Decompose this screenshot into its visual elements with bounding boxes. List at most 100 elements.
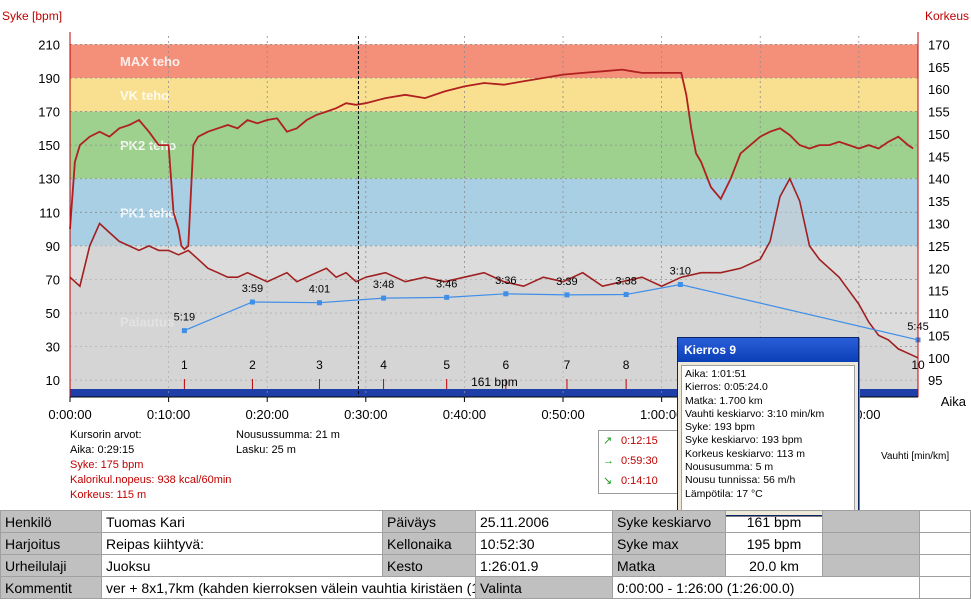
pace-point xyxy=(677,282,683,288)
avg-hr-label: 161 bpm xyxy=(471,375,518,389)
mini-time-3: 0:14:10 xyxy=(621,475,658,487)
info-label: Henkilö xyxy=(0,510,102,533)
pace-label: 3:38 xyxy=(615,276,636,288)
info-value: Tuomas Kari xyxy=(101,510,383,533)
pace-point xyxy=(503,291,509,297)
cursor-ascent: Nousussumma: 21 m xyxy=(236,429,340,441)
tooltip-title: Kierros 9 xyxy=(678,338,858,362)
lap-summary-mini-panel: ↗ 0:12:15 → 0:59:30 ↘ 0:14:10 xyxy=(598,430,682,494)
lap-marker-label: 5 xyxy=(443,358,450,372)
cursor-altitude: Korkeus: 115 m xyxy=(70,489,147,501)
right-tick-label: 145 xyxy=(928,149,950,164)
x-tick-label: 0:50:00 xyxy=(541,407,584,422)
pace-label: 3:48 xyxy=(373,279,394,291)
info-value: 20.0 km xyxy=(725,554,823,577)
zone-label: VK teho xyxy=(120,88,169,103)
lap-tooltip: Kierros 9 Aika: 1:01:51 Kierros: 0:05:24… xyxy=(677,337,859,516)
info-label: Kesto xyxy=(382,554,476,577)
right-tick-label: 160 xyxy=(928,82,950,97)
info-label: Matka xyxy=(612,554,726,577)
tooltip-line: Syke keskiarvo: 193 bpm xyxy=(685,434,803,447)
pace-legend: Vauhti [min/km] xyxy=(881,451,950,462)
tooltip-line: Syke: 193 bpm xyxy=(685,421,756,434)
info-label: Syke keskiarvo xyxy=(612,510,726,533)
pace-label: 4:01 xyxy=(309,284,330,296)
pace-point xyxy=(181,328,187,334)
x-tick-label: 0:10:00 xyxy=(147,407,190,422)
zone-label: PK2 teho xyxy=(120,138,176,153)
info-value: 25.11.2006 xyxy=(475,510,613,533)
cursor-time: Aika: 0:29:15 xyxy=(70,444,135,456)
left-tick-label: 50 xyxy=(46,306,60,321)
lap-marker-label: 4 xyxy=(380,358,387,372)
info-label: Kellonaika xyxy=(382,532,476,555)
bottom-bar xyxy=(70,389,918,397)
left-tick-label: 130 xyxy=(38,172,60,187)
table-row: Harjoitus Reipas kiihtyvä: Kellonaika 10… xyxy=(0,532,971,555)
x-tick-label: 0:30:00 xyxy=(344,407,387,422)
pace-point xyxy=(316,300,322,306)
pace-point xyxy=(249,299,255,305)
lap-marker-label: 2 xyxy=(249,358,256,372)
info-label: Kommentit xyxy=(0,576,102,599)
tooltip-line: Noususumma: 5 m xyxy=(685,461,774,474)
lap-marker-label: 7 xyxy=(564,358,571,372)
tooltip-line: Vauhti keskiarvo: 3:10 min/km xyxy=(685,407,825,420)
cursor-hr: Syke: 175 bpm xyxy=(70,459,144,471)
right-tick-label: 170 xyxy=(928,37,950,52)
pace-label: 3:36 xyxy=(495,275,516,287)
left-tick-label: 150 xyxy=(38,138,60,153)
x-tick-label: 0:00:00 xyxy=(48,407,91,422)
table-row: Kommentit ver + 8x1,7km (kahden kierroks… xyxy=(0,576,971,599)
left-tick-label: 210 xyxy=(38,37,60,52)
tooltip-line: Aika: 1:01:51 xyxy=(685,368,747,380)
cursor-calories: Kalorikul.nopeus: 938 kcal/60min xyxy=(70,474,232,486)
left-tick-label: 70 xyxy=(46,272,60,287)
right-tick-label: 105 xyxy=(928,328,950,343)
pace-label: 3:59 xyxy=(242,283,263,295)
zone-label: PK1 teho xyxy=(120,205,176,220)
info-label: Harjoitus xyxy=(0,532,102,555)
arrow-down-right-icon: ↘ xyxy=(603,475,613,487)
cursor-descent: Lasku: 25 m xyxy=(236,444,296,456)
info-label: Valinta xyxy=(475,576,613,599)
tooltip-line: Lämpötila: 17 °C xyxy=(685,487,763,500)
right-tick-label: 155 xyxy=(928,105,950,120)
x-tick-label: 1:00:00 xyxy=(640,407,683,422)
info-value: 10:52:30 xyxy=(475,532,613,555)
pace-label: 3:10 xyxy=(670,266,691,278)
right-tick-label: 125 xyxy=(928,239,950,254)
cursor-values-panel: Kursorin arvot: Aika: 0:29:15 Syke: 175 … xyxy=(70,428,340,503)
arrow-right-icon: → xyxy=(603,455,614,467)
left-tick-label: 30 xyxy=(46,340,60,355)
table-row: Henkilö Tuomas Kari Päiväys 25.11.2006 S… xyxy=(0,510,971,533)
pace-point xyxy=(564,292,570,298)
info-value: Reipas kiihtyvä: xyxy=(101,532,383,555)
right-tick-label: 150 xyxy=(928,127,950,142)
cursor-title: Kursorin arvot: xyxy=(70,429,142,441)
pace-label: 3:46 xyxy=(436,278,457,290)
left-tick-label: 90 xyxy=(46,239,60,254)
pace-label: 3:39 xyxy=(556,276,577,288)
left-axis-label: Syke [bpm] xyxy=(2,9,62,23)
info-label: Syke max xyxy=(612,532,726,555)
tooltip-line: Korkeus keskiarvo: 113 m xyxy=(685,447,806,460)
right-tick-label: 130 xyxy=(928,216,950,231)
exercise-info-table: Henkilö Tuomas Kari Päiväys 25.11.2006 S… xyxy=(0,510,971,599)
info-value: 1:26:01.9 xyxy=(475,554,613,577)
left-tick-label: 190 xyxy=(38,71,60,86)
tooltip-line: Matka: 1.700 km xyxy=(685,394,763,407)
zone-label: MAX teho xyxy=(120,54,180,69)
x-tick-label: 0:40:00 xyxy=(443,407,486,422)
info-value: 195 bpm xyxy=(725,532,823,555)
info-value: 0:00:00 - 1:26:00 (1:26:00.0) xyxy=(612,576,920,599)
left-tick-label: 110 xyxy=(39,205,60,220)
altitude-area xyxy=(70,178,918,389)
mini-time-2: 0:59:30 xyxy=(621,455,658,467)
x-tick-label: 0:20:00 xyxy=(246,407,289,422)
tooltip-line: Nousu tunnissa: 56 m/h xyxy=(685,474,796,487)
right-tick-label: 95 xyxy=(928,373,942,388)
info-value: Juoksu xyxy=(101,554,383,577)
left-tick-label: 170 xyxy=(38,105,60,120)
pace-point xyxy=(381,295,387,301)
